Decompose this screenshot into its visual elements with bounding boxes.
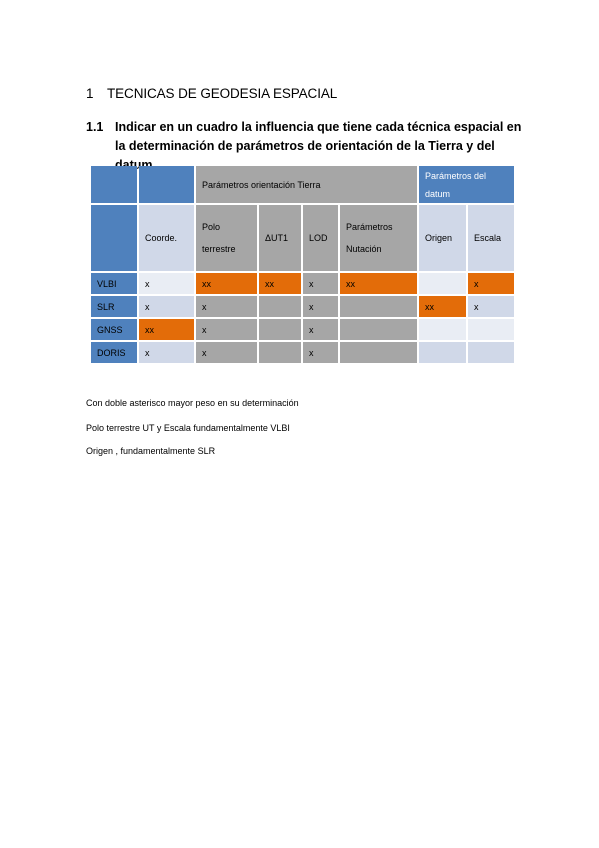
cell-dut1: xx xyxy=(259,273,301,294)
cell-polo: x xyxy=(196,319,257,340)
corner-cell xyxy=(91,166,137,203)
cell-polo: x xyxy=(196,342,257,363)
cell-lod: x xyxy=(303,319,338,340)
techniques-table: Parámetros orientación Tierra Parámetros… xyxy=(89,164,516,365)
heading-2-text: Indicar en un cuadro la influencia que t… xyxy=(115,120,522,172)
table-row: SLR x x x xx x xyxy=(91,296,514,317)
note-line: Origen , fundamentalmente SLR xyxy=(86,446,216,456)
cell-dut1 xyxy=(259,296,301,317)
cell-dut1 xyxy=(259,319,301,340)
cell-escala: x xyxy=(468,273,514,294)
cell-escala xyxy=(468,342,514,363)
heading-2-number: 1.1 xyxy=(86,120,104,134)
cell-escala xyxy=(468,319,514,340)
column-header-coords: Coorde. xyxy=(139,205,194,271)
row-label-slr: SLR xyxy=(91,296,137,317)
heading-1: 1 TECNICAS DE GEODESIA ESPACIAL xyxy=(86,86,337,101)
cell-coords: xx xyxy=(139,319,194,340)
row-label-vlbi: VLBI xyxy=(91,273,137,294)
table-header-row-1: Parámetros orientación Tierra Parámetros… xyxy=(91,166,514,203)
cell-lod: x xyxy=(303,273,338,294)
cell-coords: x xyxy=(139,342,194,363)
cell-nutacion xyxy=(340,296,417,317)
cell-origen xyxy=(419,319,466,340)
table-header-row-2: Coorde. Polo terrestre ΔUT1 LOD Parámetro… xyxy=(91,205,514,271)
cell-nutacion xyxy=(340,319,417,340)
cell-origen: xx xyxy=(419,296,466,317)
cell-lod: x xyxy=(303,296,338,317)
cell-polo: xx xyxy=(196,273,257,294)
row-label-doris: DORIS xyxy=(91,342,137,363)
heading-2: 1.1 Indicar en un cuadro la influencia q… xyxy=(86,118,526,175)
table-row: DORIS x x x xyxy=(91,342,514,363)
column-header-lod: LOD xyxy=(303,205,338,271)
table-row: GNSS xx x x xyxy=(91,319,514,340)
column-header-escala: Escala xyxy=(468,205,514,271)
cell-coords: x xyxy=(139,296,194,317)
column-header-dut1: ΔUT1 xyxy=(259,205,301,271)
cell-polo: x xyxy=(196,296,257,317)
column-header-polo: Polo terrestre xyxy=(196,205,257,271)
cell-coords: x xyxy=(139,273,194,294)
cell-lod: x xyxy=(303,342,338,363)
cell-escala: x xyxy=(468,296,514,317)
orientation-group-header: Parámetros orientación Tierra xyxy=(196,166,417,203)
column-header-nutacion: Parámetros Nutación xyxy=(340,205,417,271)
note-line: Polo terrestre UT y Escala fundamentalme… xyxy=(86,423,290,433)
cell-nutacion: xx xyxy=(340,273,417,294)
datum-group-header: Parámetros del datum xyxy=(419,166,514,203)
note-line: Con doble asterisco mayor peso en su det… xyxy=(86,398,299,408)
heading-1-number: 1 xyxy=(86,86,94,101)
heading-1-text: TECNICAS DE GEODESIA ESPACIAL xyxy=(107,86,338,101)
coords-header-top-cell xyxy=(139,166,194,203)
cell-origen xyxy=(419,342,466,363)
cell-origen xyxy=(419,273,466,294)
cell-dut1 xyxy=(259,342,301,363)
row-label-gnss: GNSS xyxy=(91,319,137,340)
column-header-origen: Origen xyxy=(419,205,466,271)
label-header-cell xyxy=(91,205,137,271)
cell-nutacion xyxy=(340,342,417,363)
table-row: VLBI x xx xx x xx x xyxy=(91,273,514,294)
